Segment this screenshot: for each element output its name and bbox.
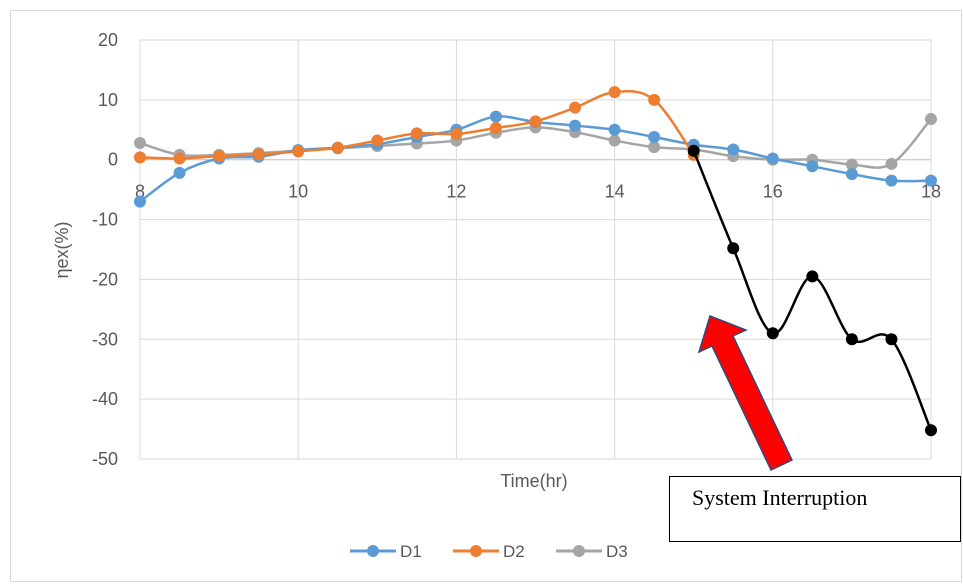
data-point	[213, 150, 226, 163]
data-point	[766, 152, 779, 165]
data-point	[173, 166, 186, 179]
y-tick-label: -40	[92, 389, 118, 409]
legend-marker	[470, 545, 482, 557]
data-point	[173, 152, 186, 165]
data-point	[727, 143, 740, 156]
legend-label: D1	[400, 542, 422, 561]
legend: D1 D2 D3	[350, 542, 628, 561]
data-point	[648, 93, 661, 106]
legend-label: D2	[503, 542, 525, 561]
data-point	[648, 141, 661, 154]
data-point	[331, 141, 344, 154]
data-point	[885, 174, 898, 187]
legend-entry: D1	[350, 542, 422, 561]
data-point	[885, 333, 898, 346]
x-tick-label: 16	[763, 182, 783, 202]
series-layer	[134, 86, 937, 437]
legend-marker	[367, 545, 379, 557]
data-point	[569, 101, 582, 114]
data-point	[845, 333, 858, 346]
y-tick-labels: 20 10 0 -10 -20 -30 -40 -50	[92, 30, 118, 469]
y-tick-label: -10	[92, 210, 118, 230]
data-point	[134, 195, 146, 208]
arrow-layer	[697, 315, 793, 471]
x-tick-label: 18	[921, 182, 941, 202]
data-point	[450, 127, 463, 140]
y-tick-label: 10	[98, 90, 118, 110]
y-tick-label: -50	[92, 449, 118, 469]
data-point	[489, 121, 502, 134]
data-point	[687, 144, 700, 157]
data-point	[925, 424, 937, 437]
data-point	[925, 174, 937, 187]
data-point	[608, 134, 621, 147]
data-point	[845, 168, 858, 181]
legend-marker	[573, 545, 585, 557]
y-tick-label: -20	[92, 269, 118, 289]
data-point	[292, 145, 305, 158]
data-point	[608, 86, 621, 99]
x-tick-label: 8	[135, 182, 145, 202]
data-point	[885, 157, 898, 170]
series-d2	[134, 86, 700, 165]
data-point	[727, 242, 740, 255]
data-point	[410, 127, 423, 140]
x-tick-labels: 8 10 12 14 16 18	[135, 182, 941, 202]
x-tick-label: 10	[288, 182, 308, 202]
x-tick-label: 14	[605, 182, 625, 202]
data-point	[134, 151, 146, 164]
data-point	[371, 134, 384, 147]
red-arrow-icon	[697, 315, 793, 471]
annotation-box: System Interruption	[669, 476, 961, 542]
y-tick-label: 0	[108, 150, 118, 170]
gridlines	[139, 39, 932, 460]
data-point	[925, 113, 937, 126]
x-axis-title: Time(hr)	[500, 471, 567, 491]
data-point	[648, 130, 661, 143]
data-point	[806, 160, 819, 173]
series-interruption	[687, 144, 937, 437]
data-point	[569, 119, 582, 132]
y-axis-title: ηex(%)	[52, 221, 72, 278]
data-point	[766, 327, 779, 340]
x-tick-label: 12	[446, 182, 466, 202]
data-point	[252, 148, 265, 161]
data-point	[489, 110, 502, 123]
legend-entry: D3	[556, 542, 628, 561]
y-tick-label: -30	[92, 329, 118, 349]
data-point	[806, 270, 819, 283]
data-point	[608, 123, 621, 136]
data-point	[845, 158, 858, 171]
legend-entry: D2	[453, 542, 525, 561]
data-point	[529, 115, 542, 128]
legend-label: D3	[606, 542, 628, 561]
annotation-text: System Interruption	[692, 485, 868, 510]
series-line	[692, 150, 933, 431]
y-tick-label: 20	[98, 30, 118, 50]
data-point	[134, 136, 146, 149]
